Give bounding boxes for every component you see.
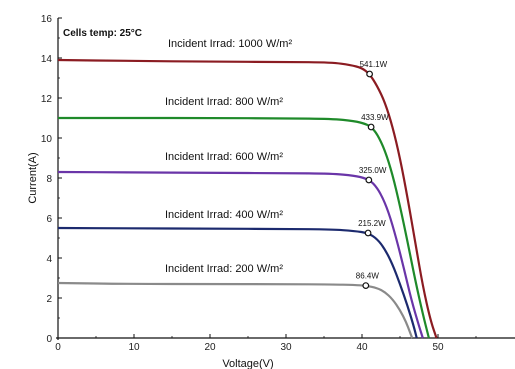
series-label-2: Incident Irrad: 800 W/m² <box>165 96 283 108</box>
mpp-marker-2 <box>367 123 375 131</box>
mpp-label-2: 433.9W <box>361 113 389 122</box>
x-tick-label: 20 <box>204 342 216 353</box>
y-tick-label: 4 <box>46 254 52 265</box>
x-tick-label: 50 <box>432 342 444 353</box>
y-tick-label: 6 <box>46 214 52 225</box>
mpp-label-4: 215.2W <box>358 219 386 228</box>
mpp-marker-4 <box>364 229 372 237</box>
mpp-marker-5 <box>362 282 370 290</box>
mpp-marker-1 <box>366 70 374 78</box>
x-tick-label: 40 <box>356 342 368 353</box>
x-axis-title: Voltage(V) <box>222 358 273 369</box>
cells-temp-note: Cells temp: 25°C <box>63 28 142 39</box>
series-label-1: Incident Irrad: 1000 W/m² <box>168 38 292 50</box>
y-tick-label: 8 <box>46 174 52 185</box>
y-axis-title: Current(A) <box>27 152 39 203</box>
x-tick-label: 10 <box>128 342 140 353</box>
y-tick-label: 10 <box>41 134 53 145</box>
series-label-5: Incident Irrad: 200 W/m² <box>165 263 283 275</box>
mpp-label-1: 541.1W <box>360 60 388 69</box>
series-label-3: Incident Irrad: 600 W/m² <box>165 151 283 163</box>
mpp-label-5: 86.4W <box>356 272 380 281</box>
y-tick-label: 0 <box>46 334 52 345</box>
y-tick-label: 14 <box>41 54 53 65</box>
y-tick-label: 12 <box>41 94 53 105</box>
mpp-marker-3 <box>365 176 373 184</box>
y-tick-label: 16 <box>41 14 53 25</box>
mpp-label-3: 325.0W <box>359 166 387 175</box>
x-tick-label: 0 <box>55 342 61 353</box>
series-label-4: Incident Irrad: 400 W/m² <box>165 209 283 221</box>
y-tick-label: 2 <box>46 294 52 305</box>
series-line-1 <box>57 58 438 339</box>
x-tick-label: 30 <box>280 342 292 353</box>
